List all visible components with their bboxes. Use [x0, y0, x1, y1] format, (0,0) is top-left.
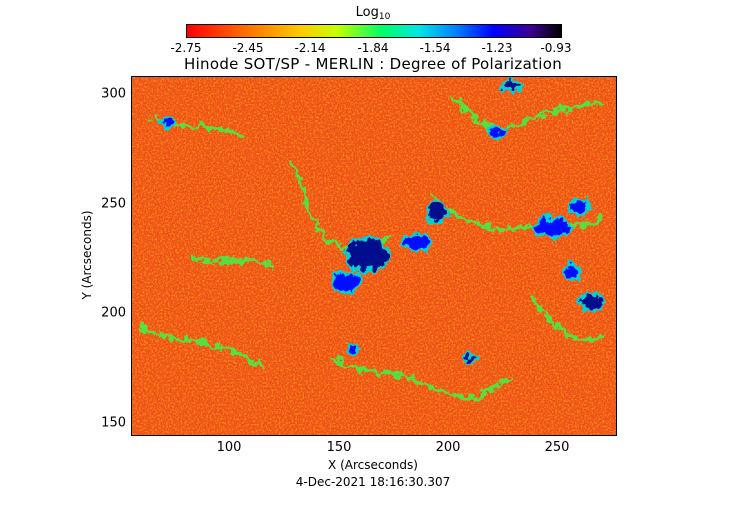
patch: [532, 215, 572, 239]
plot-title: Hinode SOT/SP - MERLIN : Degree of Polar…: [183, 55, 562, 73]
patch: [401, 232, 433, 252]
polarization-features: [140, 77, 606, 400]
colorbar-tick: -2.14: [294, 41, 326, 55]
patch: [159, 115, 175, 129]
patch: [562, 262, 582, 282]
network-lane: [330, 355, 514, 400]
y-tick-label: 150: [101, 415, 126, 431]
network-lane: [430, 195, 604, 232]
x-axis-label: X (Arcseconds): [328, 458, 418, 472]
colorbar-label: Log10: [355, 5, 391, 22]
colorbar-tick: -2.75: [170, 41, 202, 55]
patch: [462, 353, 478, 365]
observation-timestamp: 4-Dec-2021 18:16:30.307: [295, 475, 451, 489]
patch: [343, 237, 391, 273]
colorbar: [186, 24, 562, 38]
patch: [425, 200, 449, 224]
patch: [500, 77, 524, 93]
patch: [568, 197, 592, 217]
patch: [578, 291, 606, 313]
network-lane: [140, 325, 264, 369]
polarization-map-image: [132, 77, 616, 435]
x-tick-label: 200: [435, 440, 461, 455]
network-lane: [450, 95, 604, 132]
polarization-map: [131, 76, 617, 436]
patch: [331, 270, 363, 294]
colorbar-tick: -0.93: [540, 41, 572, 55]
colorbar-tick: -1.84: [357, 41, 389, 55]
x-tick-label: 100: [216, 440, 242, 455]
network-lane: [190, 255, 274, 269]
colorbar-tick: -1.23: [481, 41, 513, 55]
strong-polarization-patches: [159, 77, 606, 365]
patch: [487, 124, 507, 140]
patch: [344, 342, 360, 356]
x-tick-label: 150: [326, 440, 352, 455]
y-tick-label: 300: [101, 86, 126, 102]
x-tick-label: 250: [544, 440, 570, 455]
colorbar-tick: -2.45: [232, 41, 264, 55]
colorbar-tick: -1.54: [419, 41, 451, 55]
network-lane: [530, 295, 604, 342]
y-tick-label: 200: [101, 305, 126, 321]
y-axis-label: Y (Arcseconds): [80, 210, 94, 300]
y-tick-label: 250: [101, 196, 126, 212]
